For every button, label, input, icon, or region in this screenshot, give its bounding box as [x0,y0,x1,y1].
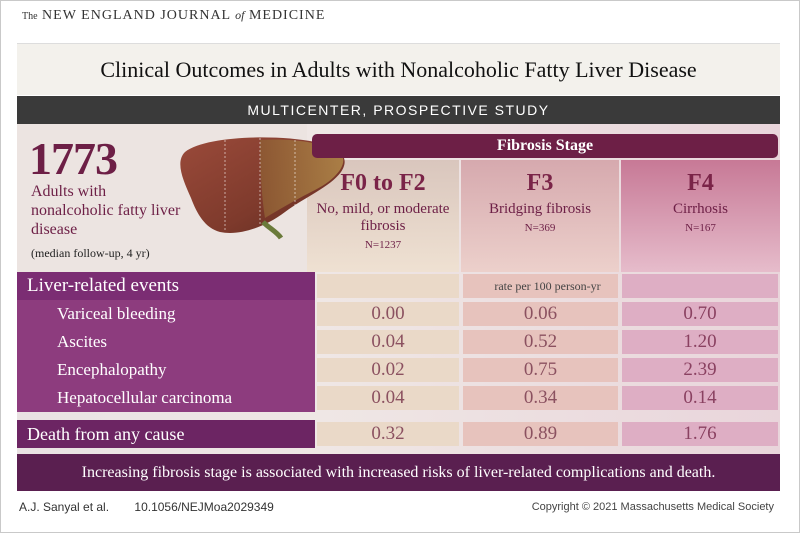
journal-name-part2: MEDICINE [248,8,326,23]
cell-value: 0.89 [463,422,618,446]
liver-events-label: Liver-related events [17,272,315,300]
cell-value: 0.75 [463,358,618,382]
figure-title: Clinical Outcomes in Adults with Nonalco… [17,43,780,95]
table-row-death: Death from any cause 0.32 0.89 1.76 [17,420,780,448]
conclusion-banner: Increasing fibrosis stage is associated … [17,454,780,491]
cell-value: 0.06 [463,302,618,326]
cell-value: 0.00 [317,302,459,326]
column-stage: F4 [687,170,714,196]
citation: A.J. Sanyal et al. 10.1056/NEJMoa2029349 [19,500,274,514]
column-desc: Cirrhosis [672,201,728,217]
rate-bg [317,274,459,298]
journal-the: The [22,11,38,22]
copyright: Copyright © 2021 Massachusetts Medical S… [531,501,774,513]
column-stage: F0 to F2 [340,170,426,196]
column-n: N=167 [685,222,716,234]
authors: A.J. Sanyal et al. [19,500,110,514]
row-label: Encephalopathy [17,356,315,384]
column-f3: F3 Bridging fibrosis N=369 [461,160,619,272]
column-desc: Bridging fibrosis [488,201,592,217]
journal-of: of [235,8,245,22]
row-label: Hepatocellular carcinoma [17,384,315,412]
cell-value: 0.04 [317,386,459,410]
rate-bg [622,274,778,298]
column-f0-f2: F0 to F2 No, mild, or moderate fibrosis … [307,160,459,272]
liver-illustration [180,137,345,240]
death-label: Death from any cause [17,420,315,448]
cell-value: 0.04 [317,330,459,354]
cell-value: 0.32 [317,422,459,446]
row-label: Variceal bleeding [17,300,315,328]
cell-value: 0.34 [463,386,618,410]
cell-value: 0.52 [463,330,618,354]
cohort-followup: (median follow-up, 4 yr) [31,246,150,260]
cohort-count: 1773 [29,133,118,184]
column-desc: No, mild, or moderate fibrosis [316,201,450,234]
rate-unit-label: rate per 100 person-yr [494,278,601,293]
row-label: Ascites [17,328,315,356]
journal-name-part1: NEW ENGLAND JOURNAL [42,8,231,23]
study-type-banner: MULTICENTER, PROSPECTIVE STUDY [17,96,780,124]
cell-value: 2.39 [622,358,778,382]
column-f4: F4 Cirrhosis N=167 [621,160,780,272]
cohort-description: Adults with nonalcoholic fatty liver dis… [31,183,181,238]
journal-masthead: The NEW ENGLAND JOURNAL of MEDICINE [22,8,325,24]
table-row: Encephalopathy 0.02 0.75 2.39 [17,356,780,384]
cohort-panel: 1773 Adults with nonalcoholic fatty live… [17,124,307,272]
fibrosis-stage-header: Fibrosis Stage [312,134,778,158]
column-n: N=1237 [364,239,402,251]
table-row: Hepatocellular carcinoma 0.04 0.34 0.14 [17,384,780,412]
doi-link[interactable]: 10.1056/NEJMoa2029349 [134,500,274,514]
rate-bg [463,274,618,298]
column-n: N=369 [524,222,556,234]
table-row: Variceal bleeding 0.00 0.06 0.70 [17,300,780,328]
table-row-header: Liver-related events rate per 100 person… [17,272,780,300]
table-row: Ascites 0.04 0.52 1.20 [17,328,780,356]
cell-value: 0.14 [622,386,778,410]
cell-value: 1.20 [622,330,778,354]
cell-value: 0.70 [622,302,778,326]
main-panel: 1773 Adults with nonalcoholic fatty live… [17,124,780,454]
cell-value: 1.76 [622,422,778,446]
column-stage: F3 [526,170,554,196]
cell-value: 0.02 [317,358,459,382]
